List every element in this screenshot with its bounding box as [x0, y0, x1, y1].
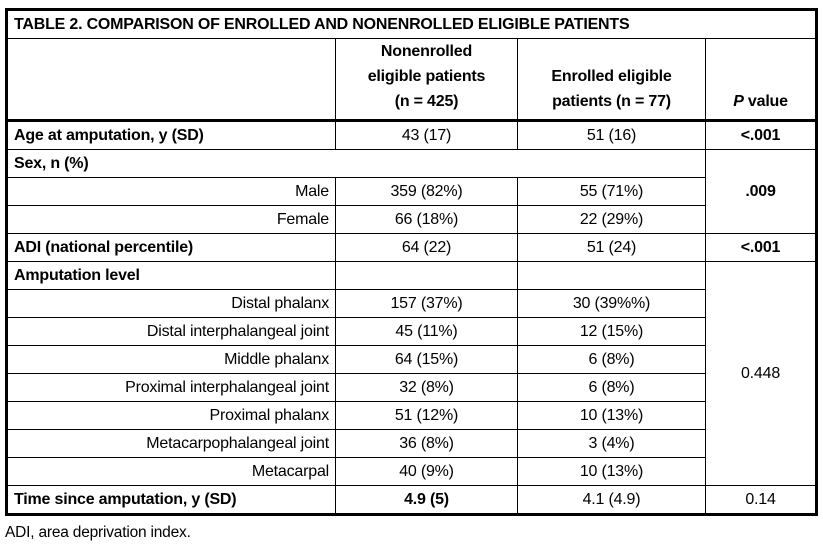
p-value-cell: 0.14 — [704, 485, 818, 515]
cell-value: 359 (82%) — [335, 177, 518, 206]
cell-value: 64 (15%) — [335, 345, 518, 374]
p-value-rest: value — [743, 93, 788, 110]
table-row-distal-phalanx: Distal phalanx 157 (37%) 30 (39%%) — [6, 289, 817, 318]
table-row-male: Male 359 (82%) 55 (71%) — [6, 177, 817, 206]
table-row-proximal-interphalangeal: Proximal interphalangeal joint 32 (8%) 6… — [6, 373, 817, 402]
cell-value: 30 (39%%) — [517, 289, 706, 318]
header-nonenrolled: Nonenrolled eligible patients (n = 425) — [335, 38, 518, 122]
header-enrolled-line1: Enrolled eligible — [551, 68, 672, 85]
row-sublabel: Proximal phalanx — [6, 401, 336, 430]
cell-value: 36 (8%) — [335, 429, 518, 458]
header-empty-cell — [6, 38, 336, 122]
header-enrolled-line2: patients (n = 77) — [552, 93, 671, 110]
empty-cell — [517, 261, 706, 290]
table-row-female: Female 66 (18%) 22 (29%) — [6, 205, 817, 234]
header-enrolled: Enrolled eligible patients (n = 77) — [517, 38, 706, 122]
table-row-time-since: Time since amputation, y (SD) 4.9 (5) 4.… — [6, 485, 818, 515]
table-container: TABLE 2. COMPARISON OF ENROLLED AND NONE… — [5, 8, 819, 516]
cell-value: 55 (71%) — [517, 177, 706, 206]
table-row-middle-phalanx: Middle phalanx 64 (15%) 6 (8%) — [6, 345, 817, 374]
cell-value: 6 (8%) — [517, 345, 706, 374]
row-label: ADI (national percentile) — [6, 233, 336, 262]
table-row-amputation-group: Amputation level 0.448 — [6, 261, 818, 486]
cell-value: 4.1 (4.9) — [517, 485, 706, 515]
cell-value: 51 (24) — [517, 233, 706, 262]
p-value-italic-p: P — [733, 93, 744, 110]
comparison-table: TABLE 2. COMPARISON OF ENROLLED AND NONE… — [5, 8, 819, 516]
row-label: Age at amputation, y (SD) — [6, 120, 336, 150]
p-value-cell: <.001 — [704, 120, 818, 150]
cell-value: 64 (22) — [335, 233, 518, 262]
cell-value: 32 (8%) — [335, 373, 518, 402]
row-sublabel: Metacarpal — [6, 457, 336, 486]
p-value-cell: 0.448 — [704, 261, 818, 486]
empty-cell — [335, 261, 518, 290]
header-nonenrolled-line1: Nonenrolled — [380, 43, 473, 60]
table-row-metacarpal: Metacarpal 40 (9%) 10 (13%) — [6, 457, 817, 486]
header-nonenrolled-line2: eligible patients — [367, 68, 486, 85]
cell-value: 4.9 (5) — [335, 485, 518, 515]
header-nonenrolled-line3: (n = 425) — [394, 93, 459, 110]
cell-value: 45 (11%) — [335, 317, 518, 346]
row-label: Amputation level — [6, 261, 336, 290]
table-row-metacarpophalangeal: Metacarpophalangeal joint 36 (8%) 3 (4%) — [6, 429, 817, 458]
cell-value: 43 (17) — [335, 120, 518, 150]
cell-value: 12 (15%) — [517, 317, 706, 346]
cell-value: 66 (18%) — [335, 205, 518, 234]
cell-value: 157 (37%) — [335, 289, 518, 318]
row-sublabel: Female — [6, 205, 336, 234]
table-row-adi: ADI (national percentile) 64 (22) 51 (24… — [6, 233, 818, 262]
cell-value: 10 (13%) — [517, 401, 706, 430]
row-label: Time since amputation, y (SD) — [6, 485, 336, 515]
cell-value: 6 (8%) — [517, 373, 706, 402]
footnote: ADI, area deprivation index. — [5, 524, 191, 541]
p-value-cell: <.001 — [704, 233, 818, 262]
row-sublabel: Distal interphalangeal joint — [6, 317, 336, 346]
cell-value: 51 (12%) — [335, 401, 518, 430]
table-title: TABLE 2. COMPARISON OF ENROLLED AND NONE… — [5, 9, 818, 39]
cell-value: 10 (13%) — [517, 457, 706, 486]
cell-value: 3 (4%) — [517, 429, 706, 458]
row-sublabel: Proximal interphalangeal joint — [6, 373, 336, 402]
table-row-proximal-phalanx: Proximal phalanx 51 (12%) 10 (13%) — [6, 401, 817, 430]
p-value-cell: .009 — [704, 149, 818, 234]
row-sublabel: Metacarpophalangeal joint — [6, 429, 336, 458]
row-sublabel: Male — [6, 177, 336, 206]
title-row: TABLE 2. COMPARISON OF ENROLLED AND NONE… — [5, 9, 818, 39]
cell-value: 40 (9%) — [335, 457, 518, 486]
table-row-sex-group: Sex, n (%) .009 — [6, 149, 818, 234]
cell-value: 22 (29%) — [517, 205, 706, 234]
row-sublabel: Distal phalanx — [6, 289, 336, 318]
cell-value: 51 (16) — [517, 120, 706, 150]
table-row-age: Age at amputation, y (SD) 43 (17) 51 (16… — [6, 120, 818, 150]
header-p-value: P value — [704, 38, 818, 122]
row-sublabel: Middle phalanx — [6, 345, 336, 374]
table-row-distal-interphalangeal: Distal interphalangeal joint 45 (11%) 12… — [6, 317, 817, 346]
row-label: Sex, n (%) — [6, 149, 706, 178]
header-row: Nonenrolled eligible patients (n = 425) … — [6, 38, 818, 122]
